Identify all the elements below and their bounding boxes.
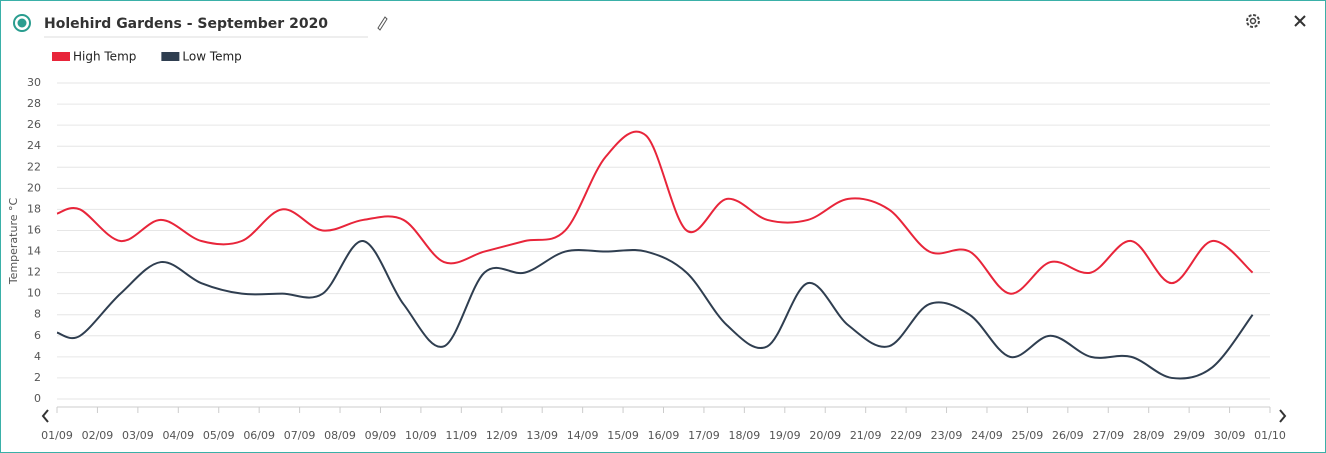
x-tick-label: 10/09 [405, 429, 437, 442]
y-tick-label: 16 [27, 223, 41, 236]
x-tick-label: 11/09 [445, 429, 477, 442]
x-tick-label: 05/09 [203, 429, 235, 442]
x-tick-label: 13/09 [526, 429, 558, 442]
y-tick-label: 28 [27, 97, 41, 110]
legend-label[interactable]: Low Temp [182, 50, 241, 64]
x-tick-label: 09/09 [365, 429, 397, 442]
x-tick-label: 23/09 [931, 429, 963, 442]
x-tick-label: 24/09 [971, 429, 1003, 442]
x-tick-label: 17/09 [688, 429, 720, 442]
x-tick-label: 29/09 [1173, 429, 1205, 442]
x-tick-label: 02/09 [82, 429, 114, 442]
x-tick-label: 06/09 [243, 429, 275, 442]
status-icon[interactable] [13, 14, 31, 32]
y-tick-label: 14 [27, 245, 41, 258]
y-tick-label: 18 [27, 202, 41, 215]
x-tick-label: 28/09 [1133, 429, 1165, 442]
prev-arrow[interactable] [41, 409, 49, 423]
x-tick-label: 15/09 [607, 429, 639, 442]
x-tick-label: 08/09 [324, 429, 356, 442]
x-tick-label: 22/09 [890, 429, 922, 442]
x-tick-label: 27/09 [1092, 429, 1124, 442]
y-tick-label: 24 [27, 139, 41, 152]
legend-swatch [161, 52, 180, 61]
x-tick-label: 21/09 [850, 429, 882, 442]
x-tick-label: 25/09 [1012, 429, 1044, 442]
x-tick-label: 12/09 [486, 429, 518, 442]
legend-swatch [52, 52, 70, 61]
y-tick-label: 26 [27, 118, 41, 131]
next-arrow[interactable] [1279, 409, 1287, 423]
settings-icon[interactable] [1246, 14, 1260, 28]
x-tick-label: 07/09 [284, 429, 316, 442]
x-tick-label: 26/09 [1052, 429, 1084, 442]
status-dot [17, 18, 27, 28]
x-tick-label: 30/09 [1214, 429, 1246, 442]
edit-icon[interactable] [377, 16, 388, 31]
x-tick-label: 19/09 [769, 429, 801, 442]
y-tick-label: 10 [27, 287, 41, 300]
x-tick-label: 18/09 [729, 429, 761, 442]
y-tick-label: 22 [27, 160, 41, 173]
x-tick-label: 01/10 [1254, 429, 1286, 442]
y-tick-label: 4 [34, 350, 41, 363]
y-axis-label: Temperature °C [7, 198, 20, 286]
x-tick-label: 14/09 [567, 429, 599, 442]
y-tick-label: 30 [27, 76, 41, 89]
legend-label[interactable]: High Temp [73, 50, 136, 64]
y-tick-label: 8 [34, 308, 41, 321]
x-tick-label: 16/09 [648, 429, 680, 442]
line-series [56, 130, 1254, 295]
y-tick-label: 12 [27, 266, 41, 279]
panel-title: Holehird Gardens - September 2020 [44, 16, 328, 32]
x-tick-label: 20/09 [809, 429, 841, 442]
line-series [56, 240, 1254, 380]
y-tick-label: 6 [34, 329, 41, 342]
x-tick-label: 01/09 [41, 429, 73, 442]
y-tick-label: 2 [34, 371, 41, 384]
x-tick-label: 04/09 [162, 429, 194, 442]
y-tick-label: 20 [27, 181, 41, 194]
close-icon[interactable] [1294, 15, 1306, 27]
x-tick-label: 03/09 [122, 429, 154, 442]
y-tick-label: 0 [34, 392, 41, 405]
